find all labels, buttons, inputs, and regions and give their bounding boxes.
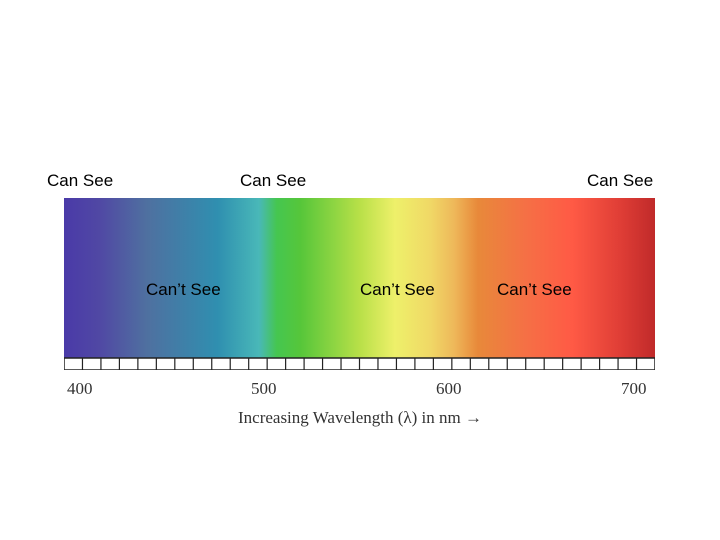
axis-caption: Increasing Wavelength (λ) in nm → — [237, 408, 483, 427]
cant-see-label-2: Can’t See — [360, 280, 435, 299]
cant-see-label-3: Can’t See — [497, 280, 572, 299]
axis-ticks — [81, 358, 638, 370]
visible-spectrum-bar — [64, 198, 655, 370]
spectrum-gradient — [64, 198, 655, 358]
tick-label-500: 500 — [251, 379, 277, 398]
can-see-label-middle: Can See — [240, 171, 307, 190]
tick-label-400: 400 — [67, 379, 93, 398]
tick-label-600: 600 — [436, 379, 462, 398]
tick-label-700: 700 — [621, 379, 647, 398]
cant-see-label-1: Can’t See — [146, 280, 221, 299]
can-see-label-right: Can See — [587, 171, 654, 190]
can-see-label-left: Can See — [47, 171, 114, 190]
